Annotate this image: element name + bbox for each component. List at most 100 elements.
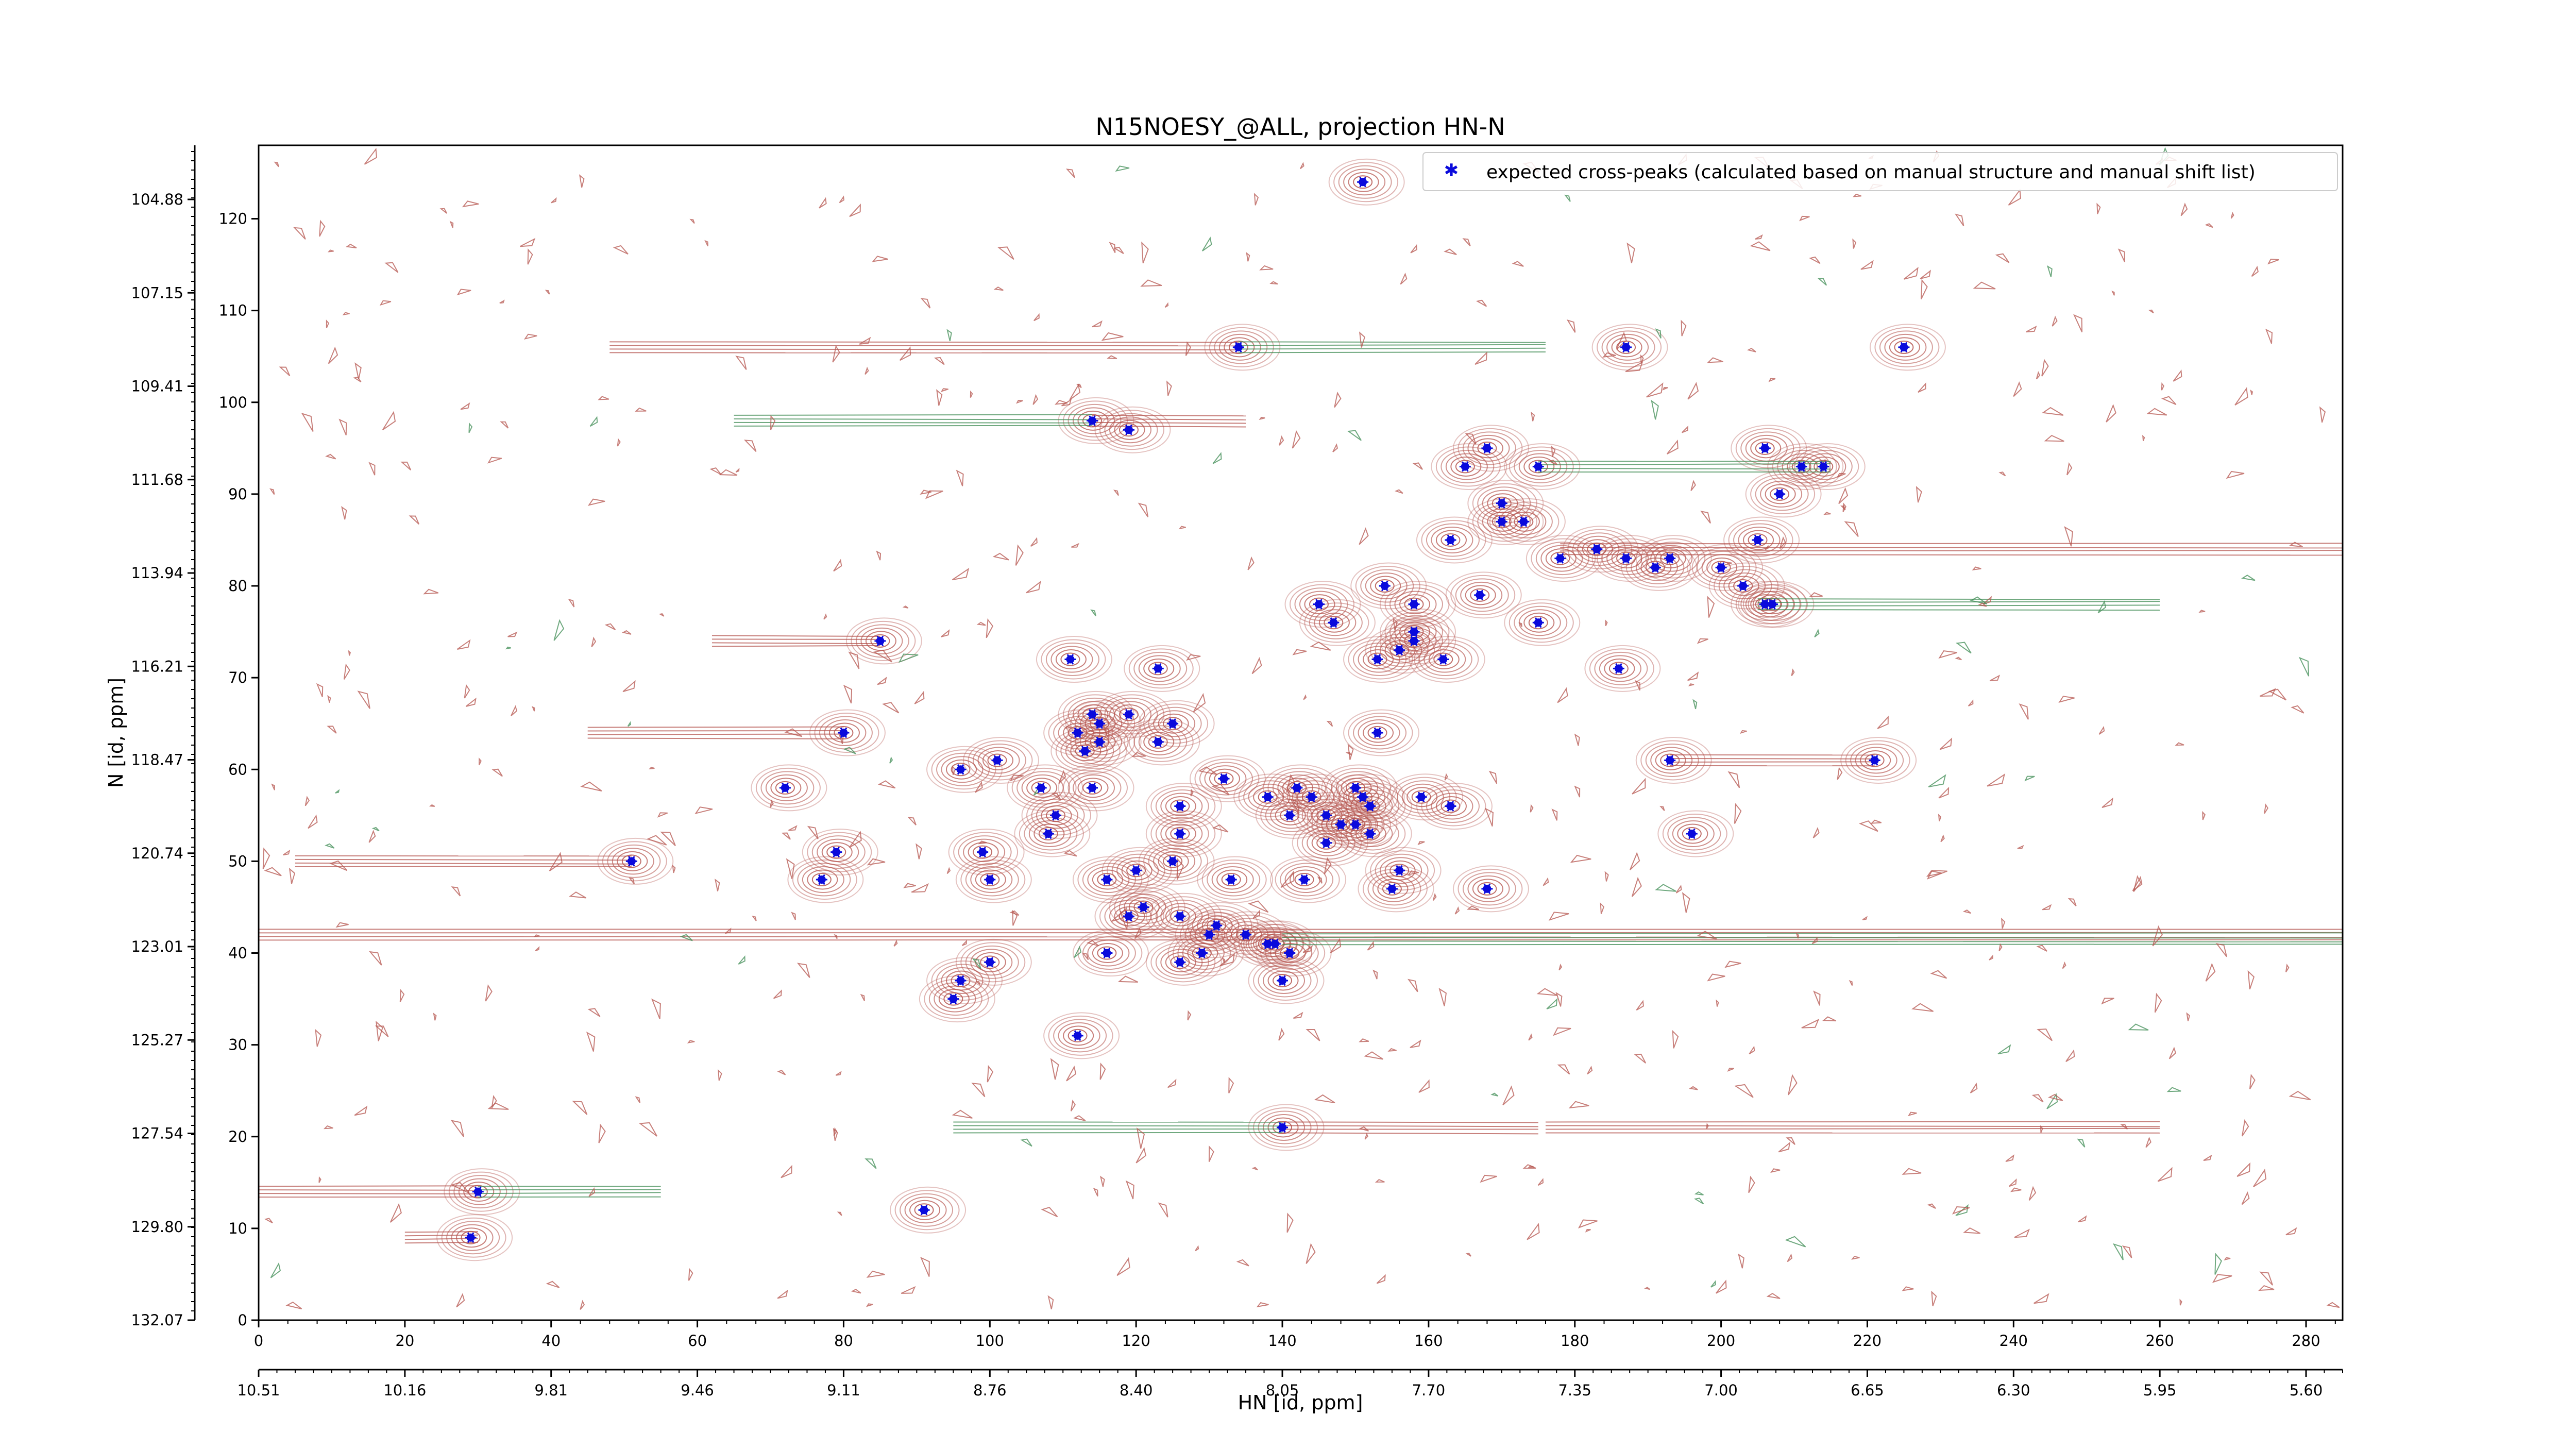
noise-speck <box>327 695 331 703</box>
peak-contour <box>1845 740 1910 781</box>
peak-contour <box>948 829 1025 876</box>
peak-contour <box>1421 786 1486 827</box>
peak-marker <box>1869 755 1880 766</box>
peak-contour <box>1348 713 1413 753</box>
noise-speck <box>1655 884 1676 892</box>
noise-speck <box>289 867 296 884</box>
y-tick-label: 80 <box>228 577 247 595</box>
peak-contour <box>1172 933 1238 973</box>
peak-contour <box>1082 863 1136 897</box>
peak-contour <box>1662 813 1727 854</box>
peak-star-arm <box>467 1232 474 1243</box>
peak-marker <box>1174 801 1186 812</box>
peak-contour <box>951 763 971 777</box>
noise-speck <box>274 161 279 167</box>
peak-contour <box>1706 557 1738 578</box>
peak-contour <box>1750 594 1782 615</box>
noise-speck <box>2041 407 2064 416</box>
y-tick-label: 120 <box>219 210 247 228</box>
peak-marker <box>1415 791 1427 802</box>
noise-speck <box>1531 411 1535 422</box>
peak-contour <box>1606 333 1649 361</box>
noise-speck <box>1814 629 1820 638</box>
peak-contour <box>1282 777 1347 817</box>
peak-contour <box>909 1200 941 1220</box>
peak-contour <box>1073 774 1115 801</box>
peak-contour <box>1353 716 1407 750</box>
peak-contour <box>1099 896 1164 937</box>
peak-star-arm <box>1396 865 1403 876</box>
peak-star-arm <box>1476 589 1484 601</box>
noise-speck <box>450 1182 470 1194</box>
noise-speck <box>1141 241 1149 264</box>
peak-star-arm <box>1103 948 1111 958</box>
noise-speck <box>1306 1029 1320 1041</box>
ppm-y-tick-label: 118.47 <box>131 751 183 769</box>
noise-speck <box>1228 1076 1234 1093</box>
noise-speck <box>1279 435 1284 446</box>
noise-speck <box>301 412 314 432</box>
peak-contour <box>802 829 878 876</box>
peak-contour <box>1765 484 1796 504</box>
peak-contour <box>1584 645 1661 692</box>
noise-speck <box>456 1293 465 1308</box>
noise-speck <box>735 467 740 473</box>
streak-contour <box>1757 601 2160 603</box>
noise-speck <box>786 858 795 879</box>
peak-marker <box>1591 544 1603 555</box>
peak-contour <box>1267 970 1299 991</box>
peak-contour <box>1280 808 1300 822</box>
peak-contour <box>1874 327 1940 367</box>
peak-star-arm <box>1125 709 1132 720</box>
noise-speck <box>936 389 943 406</box>
peak-contour <box>1016 771 1071 805</box>
noise-speck <box>1475 351 1487 365</box>
peak-contour <box>1094 406 1171 453</box>
noise-speck <box>1512 261 1524 267</box>
noise-speck <box>1955 213 1964 227</box>
peak-contour <box>1489 498 1566 545</box>
peak-contour <box>602 841 667 882</box>
peak-contour <box>1092 869 1123 890</box>
noise-speck <box>819 197 827 209</box>
peak-contour <box>946 759 977 780</box>
peak-marker <box>831 847 842 857</box>
noise-speck <box>1666 439 1679 454</box>
peak-contour <box>1150 786 1216 827</box>
peak-marker <box>1759 443 1771 454</box>
noise-speck <box>316 683 324 697</box>
noise-speck <box>2285 1227 2297 1236</box>
noise-speck <box>1907 1111 1917 1117</box>
noise-speck <box>450 1120 465 1137</box>
peak-contour <box>1384 584 1450 625</box>
peak-marker <box>1196 948 1208 958</box>
noise-speck <box>1858 820 1878 832</box>
peak-contour <box>1467 498 1544 545</box>
peak-contour <box>1165 796 1196 816</box>
peak-contour <box>1677 823 1708 844</box>
noise-speck <box>1364 1051 1383 1060</box>
peak-contour <box>1348 787 1379 807</box>
peak-contour <box>1597 327 1662 367</box>
peak-contour <box>1253 934 1284 954</box>
peak-marker <box>1225 874 1237 885</box>
peak-contour <box>1077 933 1143 973</box>
noise-speck <box>2259 688 2276 697</box>
peak-contour <box>924 979 989 1019</box>
peak-contour <box>1650 747 1693 774</box>
noise-speck <box>1387 1048 1397 1052</box>
ppm-x-tick-label: 7.00 <box>1704 1381 1738 1399</box>
noise-speck <box>1707 973 1725 982</box>
noise-speck <box>934 357 945 365</box>
noise-speck <box>1811 937 1818 945</box>
noise-speck <box>1537 1178 1544 1186</box>
peak-contour <box>1280 863 1334 897</box>
noise-speck <box>1134 927 1142 939</box>
noise-speck <box>1302 945 1313 953</box>
peak-contour <box>1104 413 1158 447</box>
peak-contour <box>1207 863 1261 897</box>
peak-contour <box>1321 764 1398 812</box>
noise-speck <box>1292 430 1301 449</box>
peak-contour <box>1358 719 1400 746</box>
noise-speck <box>657 812 668 818</box>
